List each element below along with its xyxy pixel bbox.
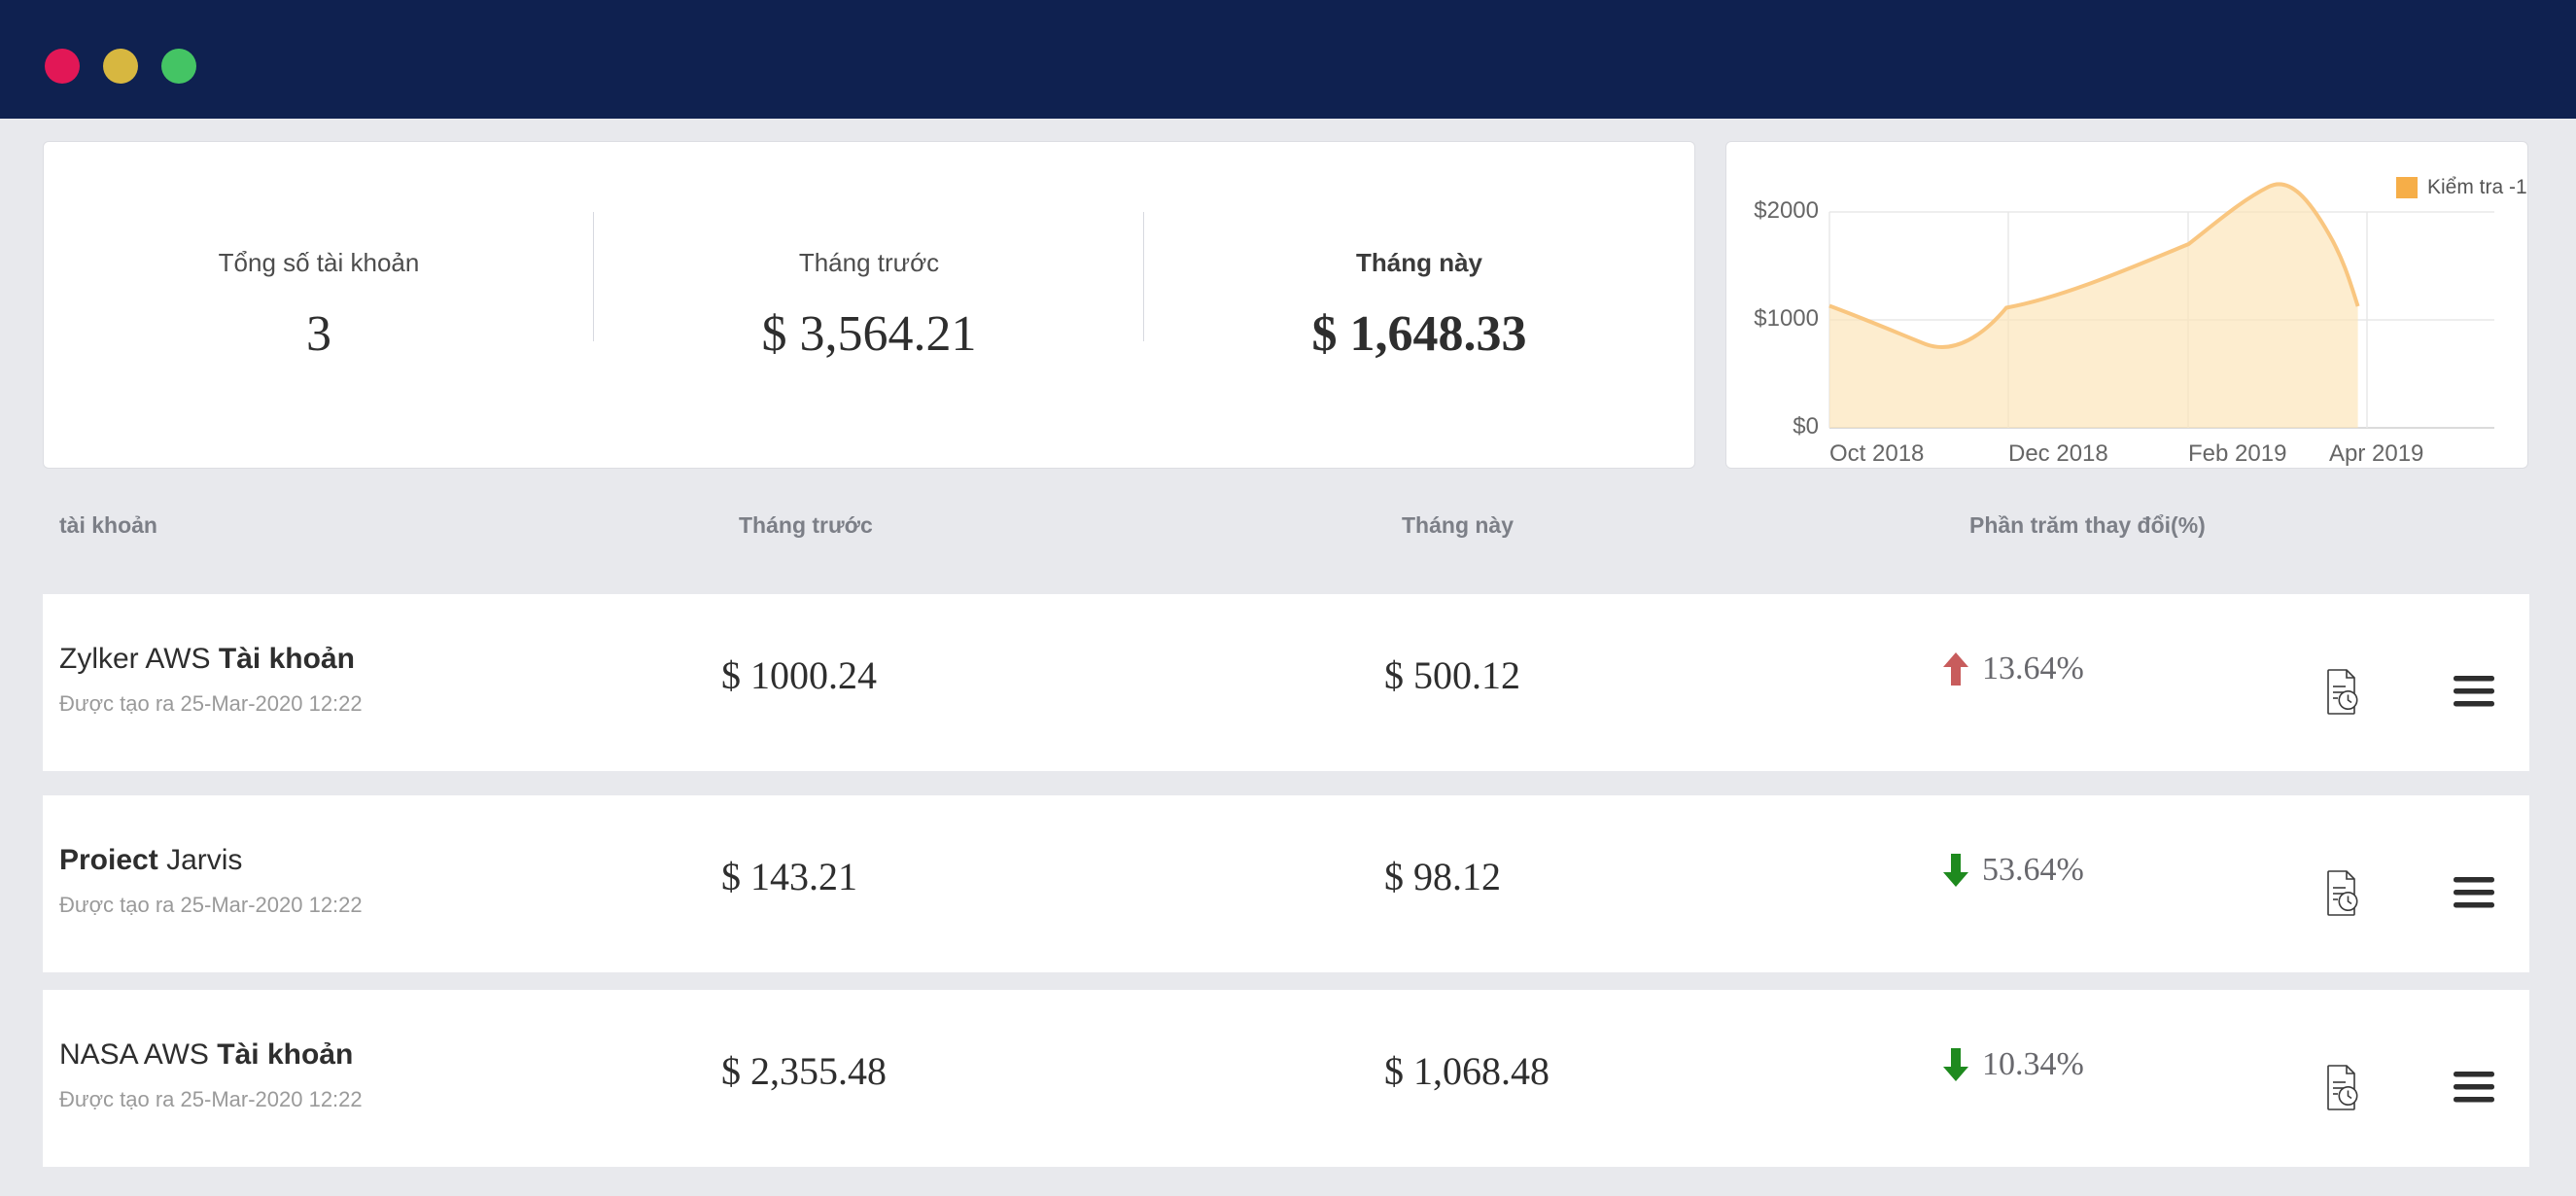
svg-text:$1000: $1000 [1754,305,1819,332]
svg-text:Oct 2018: Oct 2018 [1829,440,1924,467]
svg-text:Feb 2019: Feb 2019 [2188,440,2286,467]
svg-text:$2000: $2000 [1754,197,1819,224]
svg-text:$0: $0 [1793,413,1819,440]
svg-text:Dec 2018: Dec 2018 [2008,440,2108,467]
svg-text:Apr 2019: Apr 2019 [2329,440,2423,467]
